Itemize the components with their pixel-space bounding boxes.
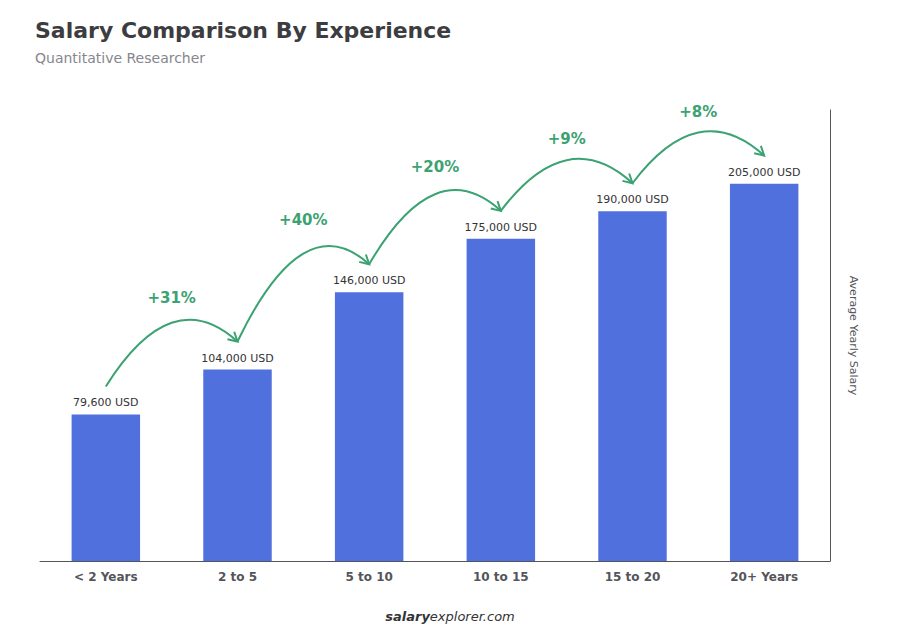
svg-text:Salary Comparison By Experienc: Salary Comparison By Experience: [35, 18, 451, 43]
svg-text:5 to 10: 5 to 10: [345, 570, 392, 584]
svg-text:146,000 USD: 146,000 USD: [333, 274, 406, 287]
svg-text:190,000 USD: 190,000 USD: [596, 193, 669, 206]
svg-text:Average Yearly Salary: Average Yearly Salary: [847, 276, 860, 396]
svg-text:10 to 15: 10 to 15: [473, 570, 529, 584]
svg-text:20+ Years: 20+ Years: [730, 570, 798, 584]
svg-text:+31%: +31%: [147, 289, 195, 307]
svg-text:79,600 USD: 79,600 USD: [73, 396, 139, 409]
svg-text:Quantitative Researcher: Quantitative Researcher: [35, 50, 205, 66]
svg-text:175,000 USD: 175,000 USD: [465, 221, 538, 234]
svg-text:+8%: +8%: [679, 103, 717, 121]
svg-text:explorer.com: explorer.com: [430, 609, 515, 624]
svg-text:< 2 Years: < 2 Years: [74, 570, 138, 584]
svg-text:+9%: +9%: [548, 130, 586, 148]
svg-text:2 to 5: 2 to 5: [218, 570, 257, 584]
svg-text:205,000 USD: 205,000 USD: [728, 166, 801, 179]
svg-text:salary: salary: [385, 609, 430, 624]
svg-text:104,000 USD: 104,000 USD: [201, 352, 274, 365]
svg-text:+40%: +40%: [279, 211, 327, 229]
svg-text:15 to 20: 15 to 20: [605, 570, 661, 584]
svg-text:+20%: +20%: [411, 158, 459, 176]
